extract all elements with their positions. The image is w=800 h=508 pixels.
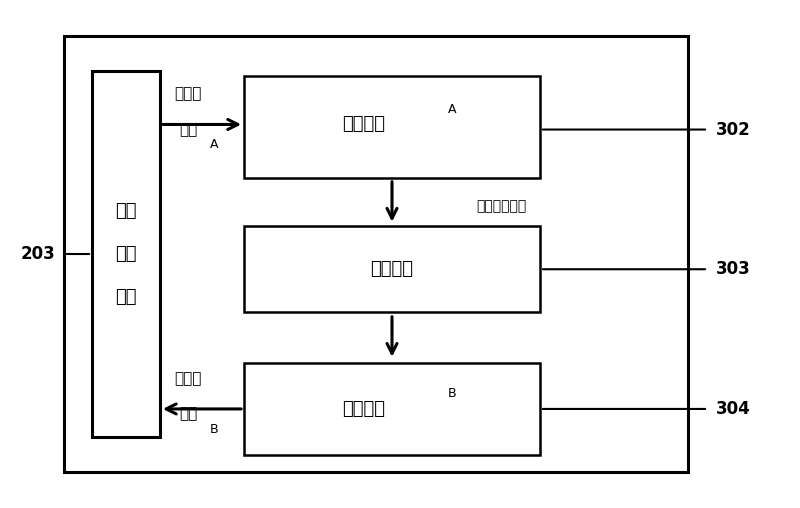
FancyBboxPatch shape	[244, 226, 540, 312]
Text: 还原的随机数: 还原的随机数	[476, 199, 526, 213]
Text: 机数: 机数	[179, 406, 197, 422]
Text: 总线: 总线	[115, 288, 137, 306]
Text: 加密模块: 加密模块	[342, 400, 386, 418]
Text: 加密随: 加密随	[174, 86, 202, 102]
Text: 303: 303	[716, 260, 750, 278]
Text: 比较验证: 比较验证	[370, 260, 414, 278]
Text: 通信: 通信	[115, 245, 137, 263]
Text: 304: 304	[716, 400, 750, 418]
Text: B: B	[448, 387, 456, 400]
Text: 解密模块: 解密模块	[342, 115, 386, 134]
Text: 数据: 数据	[115, 202, 137, 220]
Text: 203: 203	[21, 245, 56, 263]
FancyBboxPatch shape	[244, 76, 540, 178]
Text: A: A	[448, 103, 456, 116]
FancyBboxPatch shape	[92, 71, 160, 437]
FancyBboxPatch shape	[64, 36, 688, 472]
Text: B: B	[210, 423, 218, 436]
Text: A: A	[210, 138, 218, 151]
Text: 机数: 机数	[179, 122, 197, 137]
FancyBboxPatch shape	[244, 363, 540, 455]
Text: 302: 302	[716, 120, 750, 139]
Text: 加密随: 加密随	[174, 371, 202, 386]
